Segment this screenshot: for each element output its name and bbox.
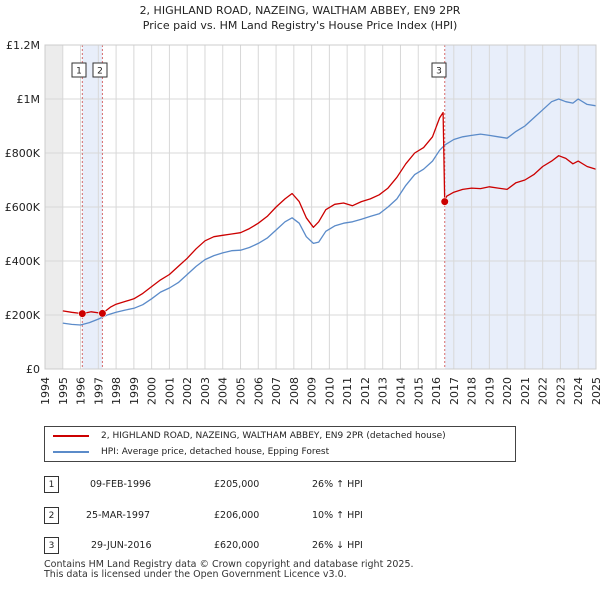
x-tick-label: 2000 — [146, 377, 159, 405]
x-tick-label: 2013 — [377, 377, 390, 405]
legend-line-hpi-icon — [53, 451, 89, 453]
x-tick-label: 2015 — [412, 377, 425, 405]
transaction-point-3 — [440, 197, 449, 206]
transaction-points — [78, 197, 449, 318]
hpi-series-line — [62, 98, 597, 326]
plot-frame — [44, 44, 597, 370]
y-axis-ticks: £0 £200K £400K £600K £800K £1M £1.2M — [5, 39, 41, 376]
y-tick-label: £800K — [5, 147, 41, 160]
table-row: 3 29-JUN-2016 £620,000 26% ↓ HPI — [0, 535, 600, 555]
x-tick-label: 2007 — [270, 377, 283, 405]
x-tick-label: 1995 — [57, 377, 70, 405]
x-tick-label: 2011 — [341, 377, 354, 405]
legend-item-property: 2, HIGHLAND ROAD, NAZEING, WALTHAM ABBEY… — [45, 429, 446, 443]
transaction-price: £620,000 — [214, 540, 260, 551]
x-tick-label: 1998 — [110, 377, 123, 405]
chart-title-line1: 2, HIGHLAND ROAD, NAZEING, WALTHAM ABBEY… — [139, 4, 461, 17]
x-tick-label: 2003 — [199, 377, 212, 405]
chart-title-line2: Price paid vs. HM Land Registry's House … — [142, 19, 458, 32]
y-tick-label: £200K — [5, 309, 41, 322]
x-tick-label: 1999 — [128, 377, 141, 405]
marker-label-2: 2 — [97, 67, 103, 77]
property-series-line — [62, 111, 597, 315]
legend-item-hpi: HPI: Average price, detached house, Eppi… — [45, 445, 329, 459]
x-tick-label: 2022 — [537, 377, 550, 405]
legend: 2, HIGHLAND ROAD, NAZEING, WALTHAM ABBEY… — [44, 426, 516, 462]
transaction-date: 09-FEB-1996 — [90, 479, 152, 490]
x-tick-label: 2001 — [163, 377, 176, 405]
transaction-price: £205,000 — [214, 479, 260, 490]
transaction-marker-labels: 1 2 3 — [71, 62, 447, 78]
y-tick-label: £400K — [5, 255, 41, 268]
transaction-price: £206,000 — [214, 510, 260, 521]
legend-line-property-icon — [53, 435, 89, 437]
marker-box-3 — [431, 62, 447, 78]
x-axis-ticks: 1994 1995 1996 1997 1998 1999 2000 2001 2002 2003… — [39, 377, 600, 405]
transaction-number-badge: 2 — [44, 507, 59, 524]
transaction-date: 29-JUN-2016 — [91, 540, 152, 551]
x-tick-label: 2010 — [323, 377, 336, 405]
x-tick-label: 2017 — [448, 377, 461, 405]
x-tick-label: 2020 — [501, 377, 514, 405]
transaction-hpi-change: 26% ↑ HPI — [312, 479, 363, 490]
table-row: 1 09-FEB-1996 £205,000 26% ↑ HPI — [0, 474, 600, 494]
x-tick-label: 1996 — [75, 377, 88, 405]
x-tick-label: 2002 — [181, 377, 194, 405]
x-tick-label: 2016 — [430, 377, 443, 405]
legend-label-property: 2, HIGHLAND ROAD, NAZEING, WALTHAM ABBEY… — [101, 431, 446, 441]
transaction-date: 25-MAR-1997 — [86, 510, 151, 521]
x-tick-label: 1994 — [39, 377, 52, 405]
marker-box-2 — [92, 62, 108, 78]
footer-line-copyright: Contains HM Land Registry data © Crown c… — [44, 559, 414, 570]
x-tick-label: 1997 — [92, 377, 105, 405]
marker-label-1: 1 — [76, 67, 82, 77]
footer-line-licence: This data is licensed under the Open Gov… — [44, 569, 347, 580]
transaction-hpi-change: 26% ↓ HPI — [312, 540, 363, 551]
footer-attribution: Contains HM Land Registry data © Crown c… — [44, 560, 414, 580]
legend-label-hpi: HPI: Average price, detached house, Eppi… — [101, 447, 330, 457]
x-tick-label: 2012 — [359, 377, 372, 405]
x-tick-label: 2004 — [217, 377, 230, 405]
x-tick-label: 2014 — [394, 377, 407, 405]
x-tick-label: 2018 — [466, 377, 479, 405]
y-tick-label: £1M — [17, 93, 41, 106]
x-tick-label: 2024 — [572, 377, 585, 405]
transaction-number-badge: 3 — [44, 537, 59, 554]
marker-label-3: 3 — [436, 67, 442, 77]
x-tick-label: 2021 — [519, 377, 532, 405]
y-tick-label: £1.2M — [6, 39, 40, 52]
y-tick-label: £0 — [26, 363, 40, 376]
x-tick-label: 2008 — [288, 377, 301, 405]
x-tick-label: 2005 — [235, 377, 248, 405]
x-tick-label: 2019 — [483, 377, 496, 405]
x-tick-label: 2023 — [554, 377, 567, 405]
transaction-point-1 — [78, 309, 87, 318]
series-lines — [62, 98, 597, 326]
transaction-number-badge: 1 — [44, 476, 59, 493]
marker-box-1 — [71, 62, 87, 78]
x-tick-label: 2006 — [252, 377, 265, 405]
table-row: 2 25-MAR-1997 £206,000 10% ↑ HPI — [0, 505, 600, 525]
x-tick-label: 2025 — [590, 377, 600, 405]
transaction-hpi-change: 10% ↑ HPI — [312, 510, 363, 521]
transaction-point-2 — [98, 309, 107, 318]
x-tick-label: 2009 — [306, 377, 319, 405]
y-tick-label: £600K — [5, 201, 41, 214]
